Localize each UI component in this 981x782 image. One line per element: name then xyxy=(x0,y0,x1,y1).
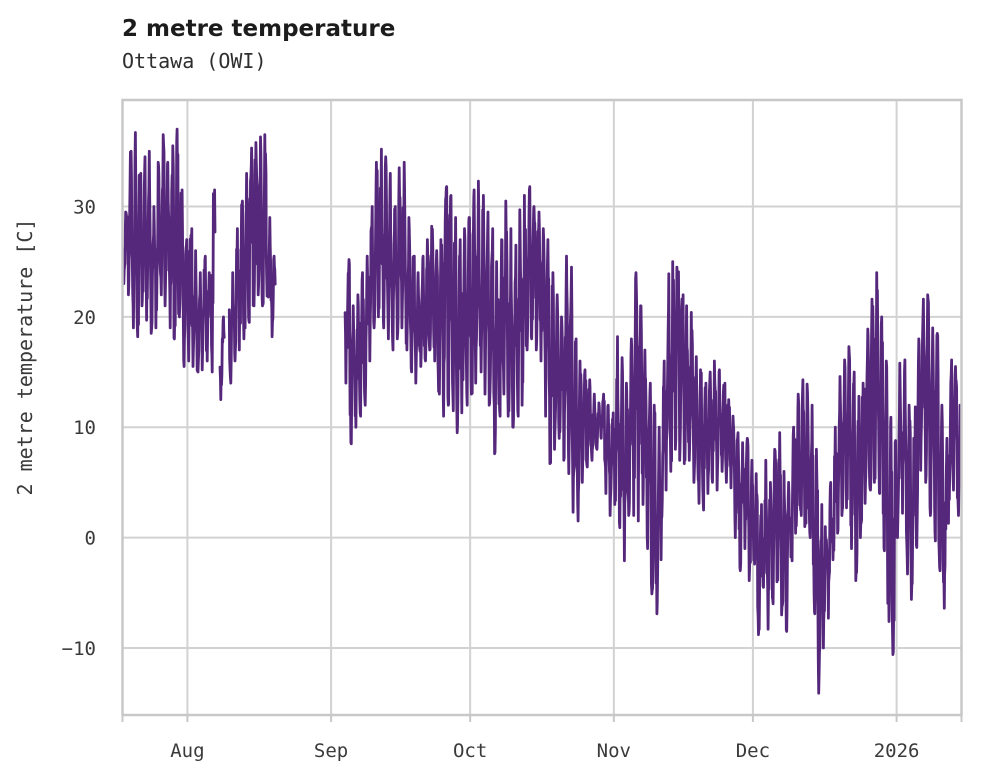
x-tick-label: Sep xyxy=(314,740,348,762)
y-axis-label: 2 metre temperature [C] xyxy=(13,218,37,496)
plot-border xyxy=(121,98,963,717)
chart-subtitle: Ottawa (OWI) xyxy=(122,49,267,73)
x-tick-label: Dec xyxy=(736,740,770,762)
y-tick-label: 10 xyxy=(73,417,96,439)
y-tick-label: 20 xyxy=(73,307,96,329)
x-tick-label: Oct xyxy=(453,740,487,762)
chart-title: 2 metre temperature xyxy=(122,16,396,42)
x-tick-label: Aug xyxy=(170,740,204,762)
x-tick-label: 2026 xyxy=(874,740,920,762)
y-tick-label: 30 xyxy=(73,196,96,218)
y-tick-label: 0 xyxy=(85,528,96,550)
y-tick-label: −10 xyxy=(62,638,96,660)
gridlines xyxy=(122,100,962,715)
temperature-series xyxy=(122,127,962,695)
x-tick-label: Nov xyxy=(597,740,631,762)
